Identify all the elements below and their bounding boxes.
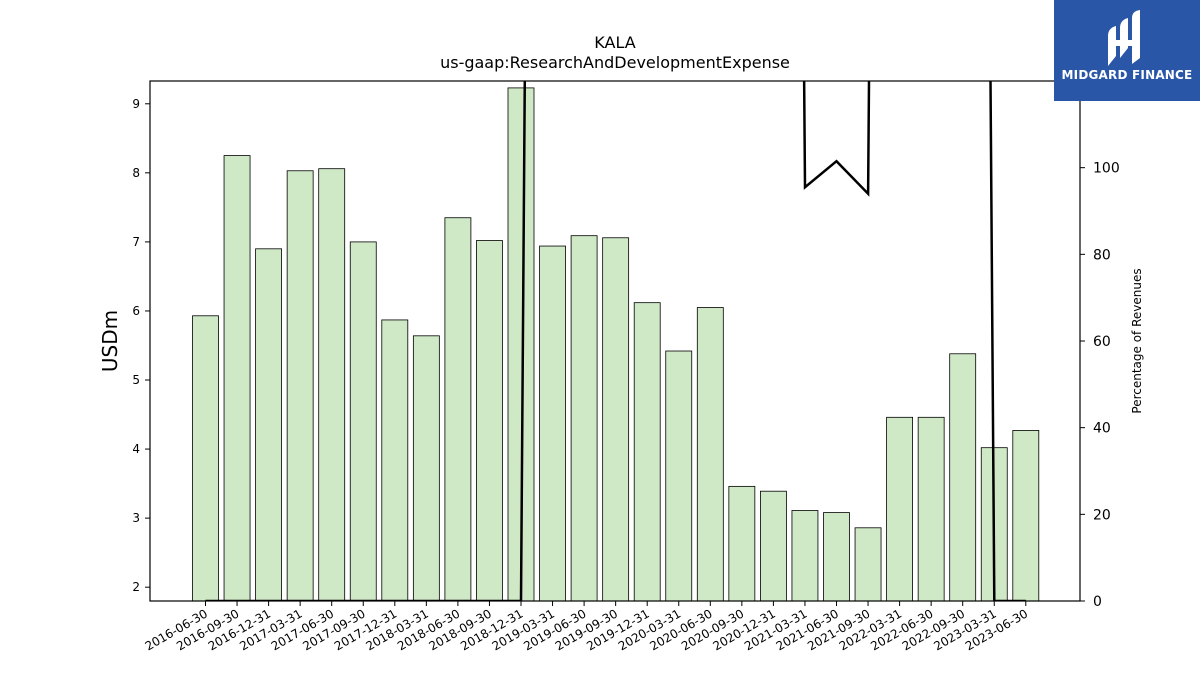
y-tick-label: 5: [132, 373, 140, 387]
bar-2018-06-30: [444, 217, 472, 602]
bar-2021-09-30: [854, 527, 882, 602]
bar-2019-09-30: [602, 237, 630, 602]
bar-2018-03-31: [412, 335, 440, 602]
bars-layer: [192, 87, 1040, 602]
bar-2021-06-30: [823, 512, 850, 602]
y2-tick-label: 100: [1093, 161, 1120, 177]
bar-2017-03-31: [286, 170, 314, 602]
bar-2016-09-30: [223, 155, 251, 602]
y-tick-label: 2: [132, 580, 140, 594]
bar-2023-06-30: [1012, 430, 1040, 602]
bar-2017-06-30: [318, 168, 346, 602]
bar-2020-12-31: [760, 490, 787, 602]
bar-2022-03-31: [886, 416, 913, 602]
bar-2020-06-30: [696, 307, 724, 602]
y-tick-label: 4: [132, 442, 140, 456]
bar-2017-09-30: [349, 241, 377, 602]
y2-tick-label: 0: [1093, 594, 1102, 610]
y2-tick-label: 40: [1093, 421, 1111, 437]
y-tick-label: 9: [132, 97, 140, 111]
bar-2019-03-31: [539, 245, 566, 602]
y2-tick-label: 80: [1093, 247, 1111, 263]
brand-logo: MIDGARD FINANCE: [1054, 0, 1200, 101]
y2-tick-label: 20: [1093, 507, 1111, 523]
x-axis: 2016-06-302016-09-302016-12-312017-03-31…: [143, 601, 1030, 653]
bar-2022-09-30: [949, 353, 977, 602]
y-tick-label: 6: [132, 304, 140, 318]
bar-2022-06-30: [917, 416, 945, 602]
logo-text: MIDGARD FINANCE: [1061, 68, 1193, 82]
bar-2021-03-31: [791, 510, 819, 602]
chart-subtitle: us-gaap:ResearchAndDevelopmentExpense: [440, 53, 790, 72]
bar-2017-12-31: [381, 319, 409, 602]
y-axis-title: USDm: [98, 310, 122, 372]
y2-axis-title: Percentage of Revenues: [1130, 268, 1144, 413]
y-tick-label: 8: [132, 166, 140, 180]
bar-2020-09-30: [728, 485, 756, 602]
left-axis: 2 3 4 5 6 7 8 9: [132, 97, 150, 594]
y-tick-label: 3: [132, 511, 140, 525]
bar-2018-09-30: [476, 240, 503, 602]
bar-2019-12-31: [633, 302, 661, 602]
chart-title: KALA: [594, 33, 635, 52]
bar-2019-06-30: [570, 235, 598, 602]
y2-tick-label: 60: [1093, 334, 1111, 350]
y-tick-label: 7: [132, 235, 140, 249]
midgard-logo-icon: [1108, 10, 1140, 66]
right-axis: 0 20 40 60 80 100: [1080, 161, 1120, 610]
bar-2020-03-31: [665, 350, 693, 602]
bar-2016-06-30: [192, 315, 219, 602]
bar-2016-12-31: [255, 248, 283, 602]
